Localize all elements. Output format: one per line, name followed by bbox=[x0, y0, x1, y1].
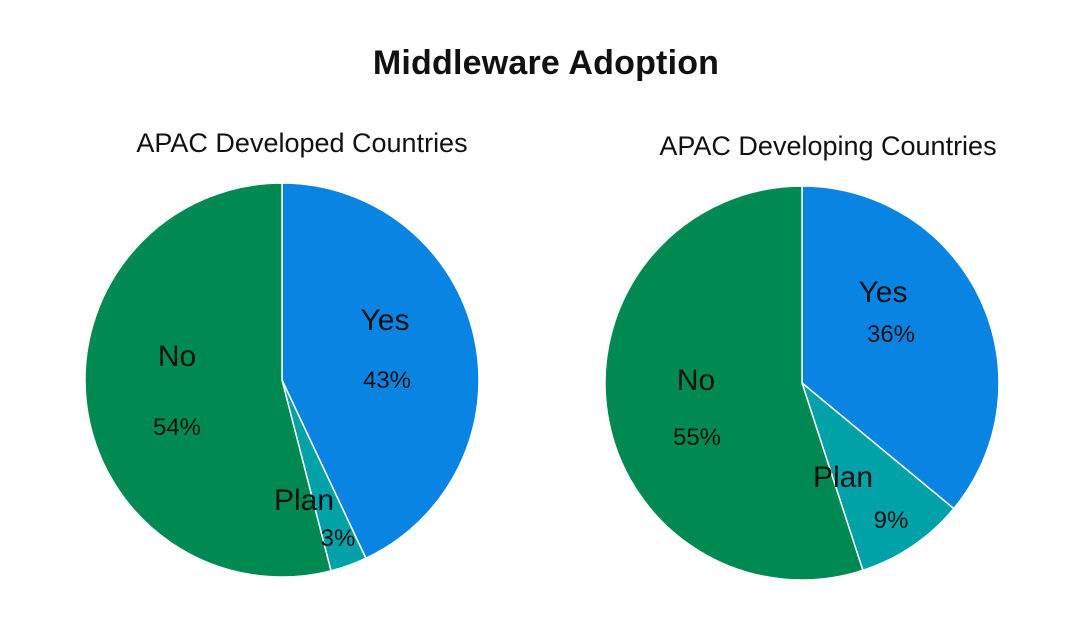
pie-subtitle-developed: APAC Developed Countries bbox=[136, 128, 467, 158]
chart-title: Middleware Adoption bbox=[372, 44, 720, 82]
pie1-value-plan: 3% bbox=[321, 525, 356, 552]
pie1-label-yes: Yes bbox=[361, 304, 410, 337]
pie2-slice-yes bbox=[801, 185, 1000, 510]
pie2-label-no: No bbox=[677, 364, 715, 397]
pie1-value-no: 54% bbox=[153, 414, 201, 441]
pie2-value-plan: 9% bbox=[874, 507, 909, 534]
pie1-slice-no bbox=[84, 182, 332, 578]
pie-layer bbox=[84, 182, 1000, 581]
pie-subtitle-developing: APAC Developing Countries bbox=[659, 131, 996, 161]
pie2-label-yes: Yes bbox=[859, 276, 908, 309]
pie2-slice-no bbox=[604, 185, 864, 581]
pie1-value-yes: 43% bbox=[363, 367, 411, 394]
pie1-slice-yes bbox=[281, 182, 480, 560]
pie2-value-yes: 36% bbox=[867, 321, 915, 348]
pie2-slice-plan bbox=[800, 380, 955, 572]
pie1-label-plan: Plan bbox=[274, 484, 334, 517]
pie2-value-no: 55% bbox=[673, 424, 721, 451]
pie2-label-plan: Plan bbox=[813, 461, 873, 494]
pie1-label-no: No bbox=[158, 340, 196, 373]
